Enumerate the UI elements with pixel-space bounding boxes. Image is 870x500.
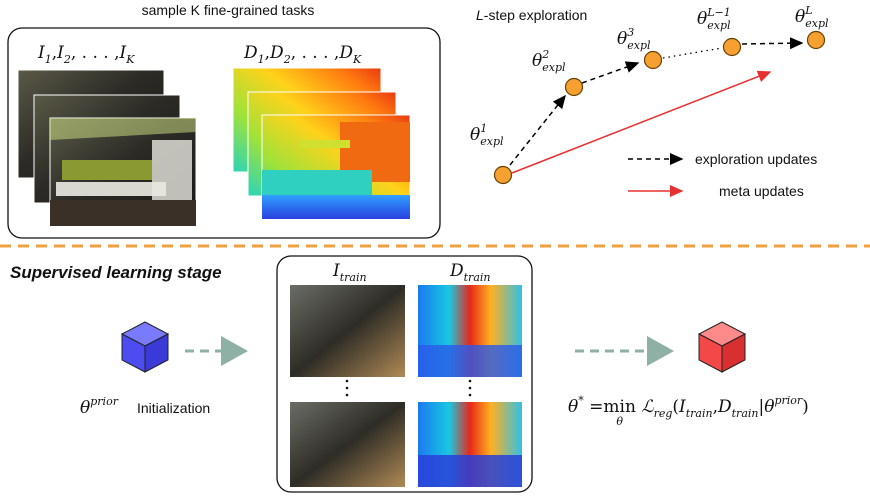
- exploration-node: [566, 79, 583, 96]
- math-part: train: [340, 271, 367, 284]
- math-part: D: [243, 43, 258, 63]
- math-part: 3: [627, 26, 634, 39]
- math-part: prior: [774, 394, 802, 407]
- math-part: (: [672, 397, 679, 417]
- math-part: expl: [480, 135, 504, 148]
- math-part: θ: [568, 397, 578, 417]
- math-part: ℒ: [636, 397, 654, 417]
- math-part: θ: [795, 7, 805, 27]
- math-part: , . . . ,: [71, 43, 125, 63]
- math-part: prior: [90, 395, 118, 408]
- math-part: min: [603, 397, 636, 417]
- math-part: 1: [480, 122, 487, 135]
- stage-title: Supervised learning stage: [10, 263, 222, 282]
- math-part: expl: [805, 17, 829, 30]
- math-part: 2: [63, 53, 71, 66]
- math-part: K: [352, 53, 362, 66]
- math-part: reg: [654, 407, 673, 420]
- math-part: train: [732, 407, 759, 420]
- math-part: D: [338, 43, 353, 63]
- math-part: expl: [542, 61, 566, 74]
- train-depth-label: Dtrain: [449, 261, 490, 284]
- math-part: θ: [764, 397, 774, 417]
- depth-label: D1, D2, . . . , DK: [243, 43, 362, 66]
- math-part: expl: [707, 19, 731, 32]
- math-part: θ: [617, 29, 627, 49]
- result-cube: [699, 322, 745, 372]
- math-part: 2: [541, 48, 549, 61]
- explore-arrow: [582, 63, 638, 83]
- math-part: θ: [80, 398, 90, 418]
- depth-stack: [233, 68, 410, 219]
- exploration-node: [724, 39, 741, 56]
- init-label: Initialization: [137, 400, 210, 416]
- math-part: train: [464, 271, 491, 284]
- math-part: K: [125, 53, 135, 66]
- math-part: θ: [616, 415, 623, 428]
- exploration-variable: L: [476, 7, 484, 23]
- rgb-stack: [18, 70, 196, 226]
- exploration-node: [645, 52, 662, 69]
- prior-cube: [122, 322, 168, 372]
- train-images: [290, 285, 522, 487]
- math-part: 1: [258, 53, 265, 66]
- prior-label: θprior: [80, 395, 119, 418]
- math-part: 1: [45, 53, 52, 66]
- math-part: ): [802, 397, 809, 417]
- exploration-node: [495, 167, 512, 184]
- exploration-title: L-step exploration: [476, 7, 587, 23]
- legend-label: exploration updates: [695, 151, 817, 167]
- explore-arrow: [742, 43, 802, 44]
- images-label: I1, I2, . . . , IK: [37, 43, 135, 66]
- figure: sample K fine-grained tasks I1, I2, . . …: [0, 0, 870, 500]
- math-part: train: [686, 407, 713, 420]
- math-part: L: [804, 4, 812, 17]
- exploration-text: -step exploration: [484, 7, 588, 23]
- exploration-node: [808, 32, 825, 49]
- math-part: D: [269, 43, 284, 63]
- math-part: , . . . ,: [291, 43, 345, 63]
- math-part: θ: [532, 51, 542, 71]
- math-part: θ: [697, 9, 707, 29]
- math-part: L−1: [706, 6, 731, 19]
- train-images-label: Itrain: [332, 261, 367, 284]
- explore-arrow: [510, 96, 565, 165]
- task-title: sample K fine-grained tasks: [142, 2, 315, 18]
- explore-dots: [663, 48, 722, 58]
- legend-label: meta updates: [719, 183, 804, 199]
- math-part: θ: [470, 125, 480, 145]
- math-part: 2: [283, 53, 291, 66]
- math-part: expl: [627, 39, 651, 52]
- math-part: D: [717, 397, 732, 417]
- math-part: D: [449, 261, 464, 281]
